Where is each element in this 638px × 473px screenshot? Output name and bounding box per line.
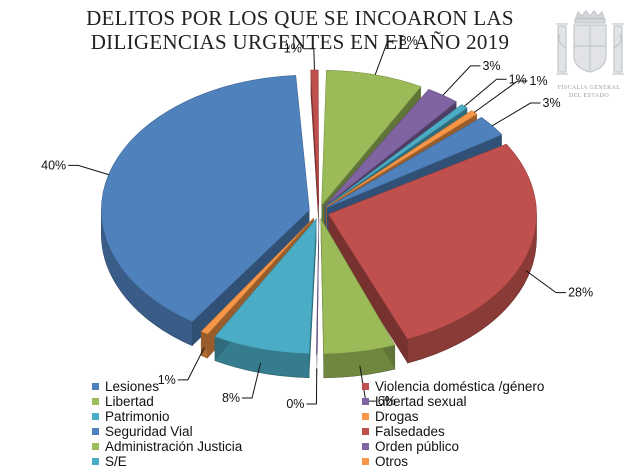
legend-item: Lesiones [92,379,362,394]
leader-line [177,346,205,381]
pie-slice-seguridad-vial [101,75,310,323]
pie-slice-patrimonio [214,217,317,354]
chart-title-line-1: DELITOS POR LOS QUE SE INCOARON LAS [86,6,514,30]
leader-line [474,80,528,113]
pie-slice-falsedades [310,69,320,206]
legend-item: S/E [92,454,362,469]
leader-line [303,48,315,71]
leader-line [242,363,261,399]
pie-slice-cut-face [310,70,319,230]
legend-item: Violencia doméstica /género [362,379,612,394]
legend-swatch [92,428,99,435]
data-label: 1% [158,373,176,387]
chart-title-line-2: DILIGENCIAS URGENTES EN EL AÑO 2019 [90,30,510,54]
legend-swatch [92,383,99,390]
pie-slice-cut-face [309,218,317,378]
pie-slice-libertad-sexual [316,218,320,355]
leader-line [306,368,318,405]
data-label: 28% [568,286,593,300]
chart-legend: Lesiones Violencia doméstica /género Liber… [92,379,612,469]
leader-line [374,40,398,75]
legend-label: Orden público [375,439,460,454]
legend-label: Patrimonio [105,409,170,424]
leader-line [464,78,507,107]
legend-swatch [362,383,369,390]
legend-swatch [362,413,369,420]
legend-item: Libertad [92,394,362,409]
legend-label: Administración Justicia [105,439,243,454]
legend-item: Orden público [362,439,612,454]
pie-top-layer [101,69,537,355]
legend-item: Libertad sexual [362,394,612,409]
pie-slice-cut-face [328,214,408,364]
pie-slice-otros [325,110,478,208]
pie-slice-lesiones [326,117,503,209]
data-label: 6% [378,394,396,408]
legend-swatch [362,398,369,405]
pie-slice-drogas [200,217,314,335]
data-label: 0% [286,397,304,411]
data-label: 1% [509,72,527,86]
legend-label: Violencia doméstica /género [375,379,545,394]
leader-line [68,164,109,176]
data-label-layer: 1%8%3%1% 1%3%28%6%0%8%1%40% [41,34,593,411]
data-label: 1% [530,74,548,88]
emblem-caption-line-1: FISCALIA GENERAL [557,85,621,91]
data-label: 40% [41,158,66,172]
data-label: 1% [284,42,302,56]
pie-slice-libertad [320,217,396,355]
legend-swatch [92,413,99,420]
legend-item: Administración Justicia [92,439,362,454]
legend-swatch [92,443,99,450]
legend-label: Drogas [375,409,419,424]
chart-title: DELITOS POR LOS QUE SE INCOARON LAS DILI… [40,6,560,54]
spanish-coat-of-arms-icon [556,10,624,75]
legend-item: Falsedades [362,424,612,439]
legend-item: Patrimonio [92,409,362,424]
data-label: 3% [482,59,500,73]
leader-line [491,102,541,127]
leader-line [525,270,567,294]
legend-label: Libertad sexual [375,394,467,409]
legend-swatch [92,398,99,405]
data-label: 8% [222,391,240,405]
legend-swatch [362,428,369,435]
pie-slice-violencia-dom-stica-g-nero [328,143,537,340]
leader-line [442,65,481,96]
emblem-caption-line-2: DEL ESTADO [568,93,610,99]
legend-swatch [362,458,369,465]
emblem-caption: FISCALIA GENERAL DEL ESTADO [548,84,630,100]
legend-item: Otros [362,454,612,469]
data-label: 8% [400,34,418,48]
legend-label: S/E [105,454,127,469]
legend-label: Otros [375,454,409,469]
pie-slice-administraci-n-justicia [321,69,422,207]
legend-item: Seguridad Vial [92,424,362,439]
legend-swatch [362,443,369,450]
legend-label: Seguridad Vial [105,424,193,439]
legend-item: Drogas [362,409,612,424]
legend-label: Falsedades [375,424,445,439]
legend-swatch [92,458,99,465]
legend-label: Lesiones [105,379,160,394]
legend-label: Libertad [105,394,154,409]
data-label: 3% [543,96,561,110]
